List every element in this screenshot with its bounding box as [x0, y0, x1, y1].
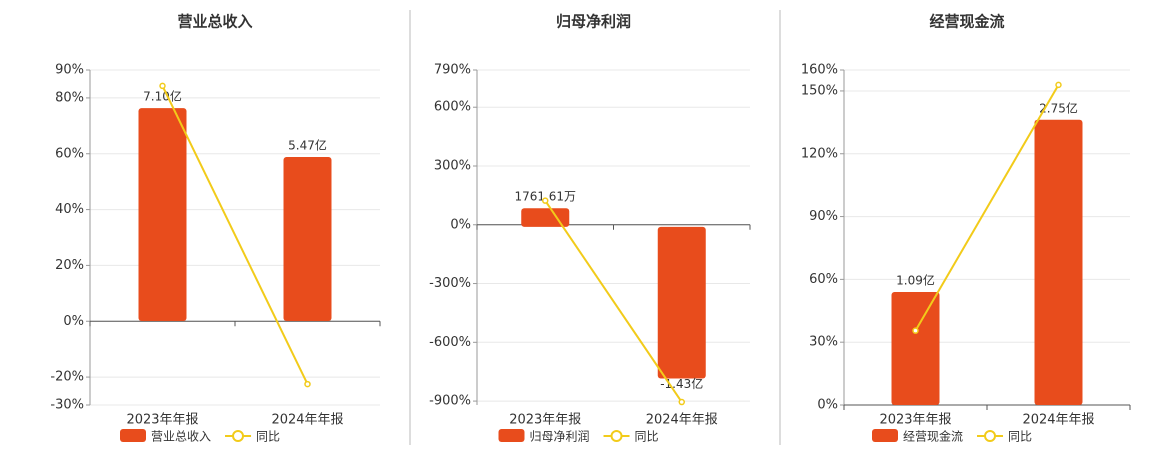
bar [138, 108, 187, 322]
y-tick-label: 0% [450, 217, 471, 232]
line [161, 85, 309, 385]
y-tick-label: -600% [429, 335, 471, 350]
bar [1034, 119, 1083, 406]
bar [657, 226, 706, 379]
legend-swatch [984, 430, 997, 442]
y-tick-label: -300% [429, 276, 471, 291]
y-tick-label: -20% [50, 370, 84, 385]
bar-label: 5.47亿 [288, 137, 327, 152]
x-tick-label: 2024年年报 [1022, 413, 1094, 428]
line [914, 84, 1060, 332]
y-tick-label: 0% [817, 398, 838, 413]
chart-title: 营业总收入 [177, 13, 252, 31]
bar-label: 2.75亿 [1039, 100, 1078, 115]
y-tick-label: 60% [809, 272, 838, 287]
y-tick-label: 790% [434, 63, 471, 78]
legend-swatch [610, 430, 623, 442]
bar [891, 291, 940, 405]
line-point [159, 82, 166, 90]
bar-label: 7.10亿 [143, 89, 182, 104]
legend-swatch [120, 429, 146, 442]
y-tick-label: 20% [55, 258, 84, 273]
legend-label: 营业总收入 [151, 430, 211, 444]
y-tick-label: 150% [801, 83, 838, 98]
y-tick-label: 40% [55, 202, 84, 217]
line-point [1055, 81, 1062, 89]
x-tick-label: 2023年年报 [879, 413, 951, 428]
legend-swatch [872, 429, 898, 442]
legend-label: 经营现金流 [903, 429, 963, 444]
y-tick-label: 30% [809, 335, 838, 350]
bar-label: 1.09亿 [896, 272, 935, 287]
y-tick-label: 120% [801, 146, 838, 161]
line-point [304, 380, 311, 388]
bar [283, 156, 332, 322]
y-tick-label: 160% [801, 63, 838, 78]
chart-title: 经营现金流 [929, 13, 1004, 31]
line-point [678, 398, 685, 406]
line-point [912, 327, 919, 334]
y-tick-label: -900% [429, 394, 471, 409]
legend-swatch [232, 430, 245, 442]
x-tick-label: 2024年年报 [646, 413, 718, 428]
legend-label: 同比 [635, 430, 659, 444]
y-tick-label: 80% [55, 90, 84, 105]
y-tick-label: 60% [55, 146, 84, 161]
legend-label: 同比 [256, 430, 280, 444]
y-tick-label: 90% [809, 209, 838, 224]
y-tick-label: 90% [55, 63, 84, 78]
y-tick-label: 0% [63, 314, 84, 329]
y-tick-label: 600% [434, 100, 471, 115]
y-tick-label: 300% [434, 158, 471, 173]
y-tick-label: -30% [50, 398, 84, 413]
line [544, 200, 683, 403]
line-point [542, 197, 549, 204]
x-tick-label: 2023年年报 [509, 413, 581, 428]
bar [521, 208, 570, 227]
x-tick-label: 2023年年报 [126, 413, 198, 428]
legend-label: 同比 [1008, 430, 1032, 444]
legend-swatch [498, 429, 525, 442]
x-tick-label: 2024年年报 [271, 413, 343, 428]
bar-label: 1761.61万 [514, 190, 576, 204]
chart-title: 归母净利润 [556, 13, 631, 31]
legend-label: 归母净利润 [530, 430, 590, 444]
